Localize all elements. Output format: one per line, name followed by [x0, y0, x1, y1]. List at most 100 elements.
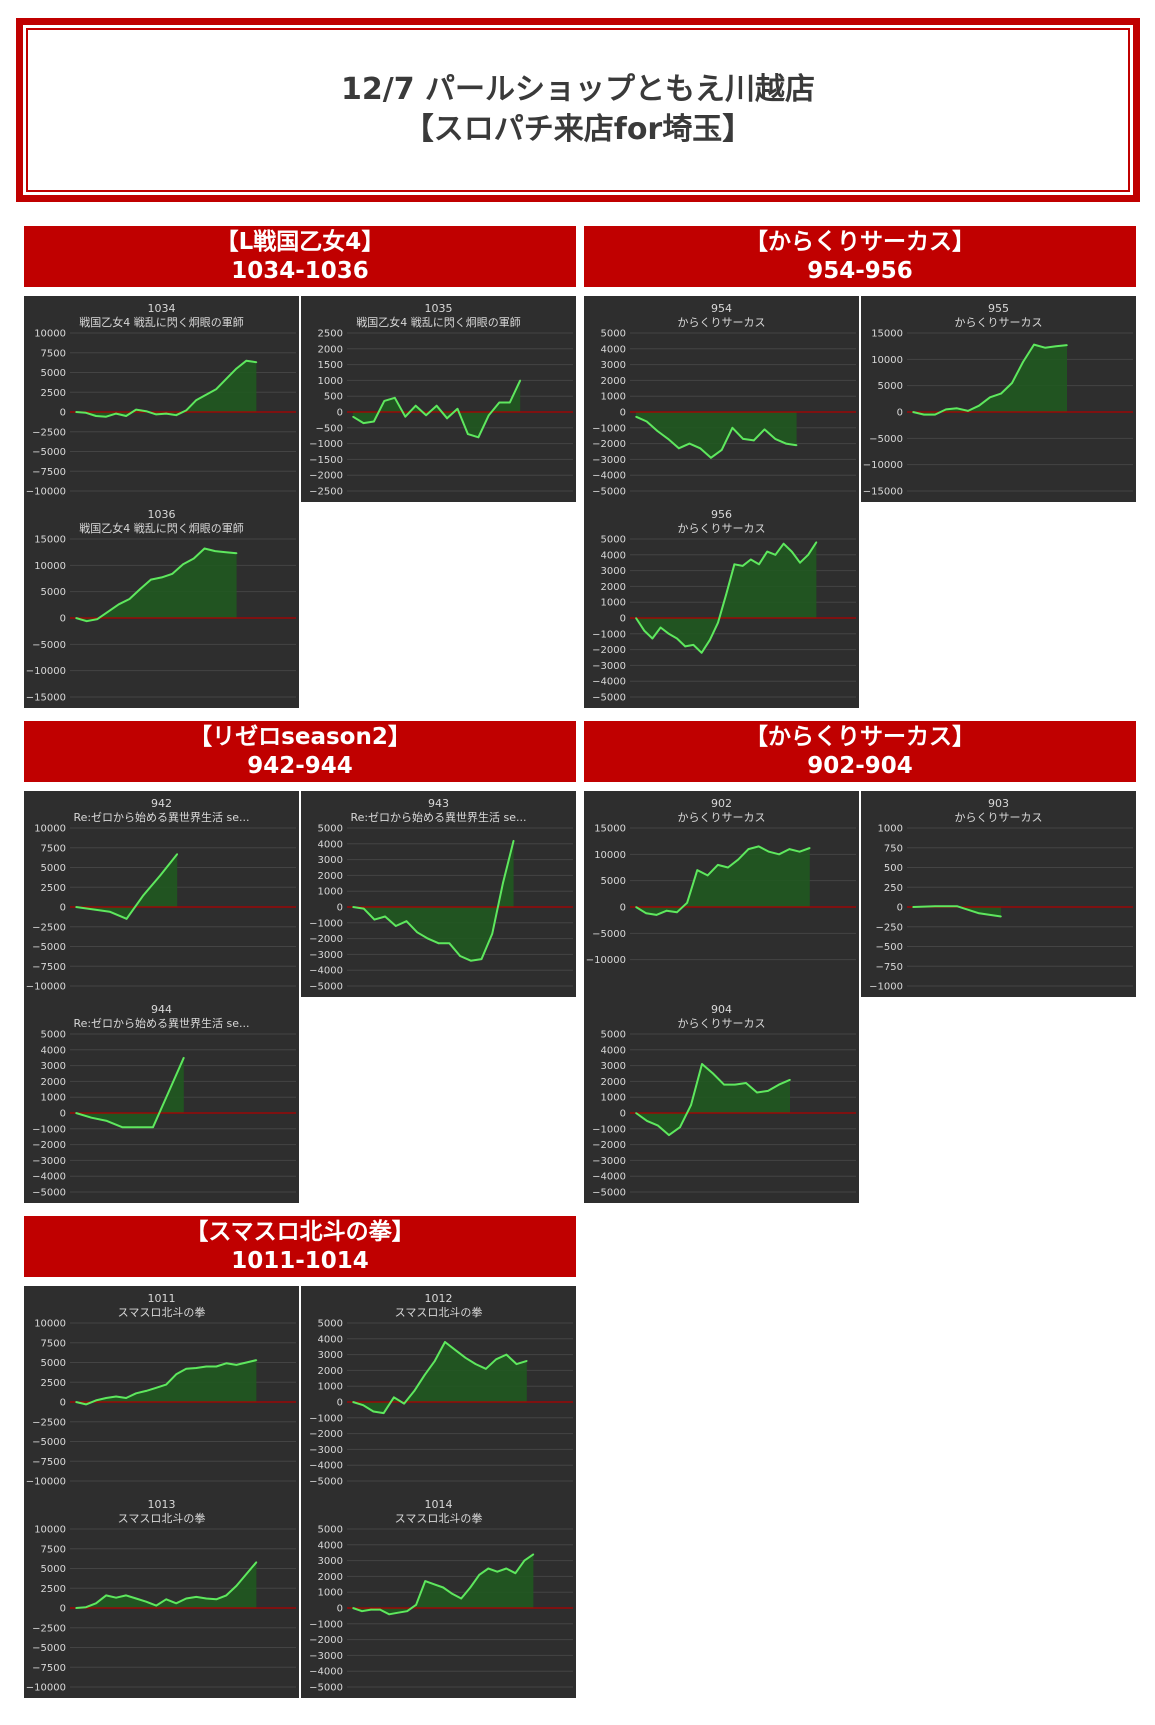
data-point: [795, 444, 798, 446]
data-point: [720, 449, 723, 451]
y-tick-label: 7500: [41, 843, 66, 854]
y-tick-label: 2000: [318, 1366, 343, 1377]
data-point: [165, 1598, 167, 1601]
slump-chart-1034: 10000 7500 5000 2500 0 −2500 −5000 −7500 −10000 1…: [24, 296, 299, 502]
data-point: [152, 1126, 154, 1129]
data-point: [155, 1604, 157, 1607]
data-point: [478, 1574, 481, 1576]
data-point: [643, 629, 645, 632]
chart-machine-number: 942: [151, 797, 172, 810]
chart-svg: 10000 7500 5000 2500 0 −2500 −5000 −7500 −10000: [26, 329, 296, 498]
chart-machine-number: 1013: [147, 1498, 176, 1511]
data-point: [809, 847, 811, 849]
data-point: [225, 378, 228, 380]
data-point: [135, 1392, 137, 1395]
data-point: [352, 1607, 354, 1609]
page-subtitle: 【スロパチ来店for埼玉】: [403, 112, 753, 147]
data-point: [75, 411, 77, 413]
data-point: [92, 908, 94, 911]
data-point: [362, 422, 365, 424]
data-point: [255, 1359, 258, 1361]
area-fill: [76, 1562, 257, 1608]
y-tick-label: 10000: [34, 1319, 66, 1330]
data-point: [532, 1553, 535, 1556]
data-point: [115, 412, 117, 415]
data-point: [785, 442, 787, 445]
data-point: [469, 959, 472, 962]
data-point: [464, 1356, 467, 1359]
data-point: [245, 1573, 248, 1575]
series-line: [635, 845, 811, 916]
y-tick-label: 3000: [601, 566, 626, 577]
data-point: [668, 633, 670, 635]
data-point: [362, 1404, 365, 1406]
data-point: [414, 404, 417, 407]
y-tick-label: 0: [897, 408, 903, 419]
data-point: [745, 1082, 747, 1084]
group-range: 1034-1036: [231, 257, 369, 284]
chart-machine-number: 1034: [147, 302, 176, 315]
y-tick-label: 10000: [871, 355, 903, 366]
y-tick-label: 2000: [318, 871, 343, 882]
data-point: [763, 428, 766, 431]
data-point: [668, 1134, 670, 1136]
data-point: [95, 415, 97, 417]
data-point: [145, 1600, 147, 1603]
y-tick-label: −2500: [32, 1417, 66, 1428]
data-point: [215, 1598, 218, 1601]
y-tick-label: −5000: [309, 1683, 343, 1694]
data-point: [774, 438, 776, 440]
chart-svg: 5000 4000 3000 2000 1000 0 −1000 −2000 −3000 −400…: [32, 1030, 296, 1199]
data-point: [514, 1572, 517, 1575]
data-point: [192, 557, 195, 560]
y-tick-label: −5000: [32, 640, 66, 651]
data-point: [125, 918, 128, 920]
series-line: [352, 840, 515, 962]
y-tick-label: 2500: [41, 1378, 66, 1389]
data-point: [215, 1365, 218, 1368]
data-point: [125, 415, 127, 417]
y-tick-label: 500: [324, 392, 343, 403]
data-point: [491, 933, 493, 935]
data-point: [195, 399, 198, 401]
data-point: [1000, 915, 1002, 918]
chart-machine-name: スマスロ北斗の拳: [394, 1306, 483, 1319]
y-tick-label: −4000: [309, 966, 343, 977]
data-point: [115, 1596, 117, 1599]
y-tick-label: 3000: [318, 1350, 343, 1361]
y-tick-label: −1000: [32, 1124, 66, 1135]
chart-machine-number: 955: [988, 302, 1009, 315]
y-tick-label: 1000: [41, 1093, 66, 1104]
data-point: [667, 438, 669, 440]
data-point: [235, 367, 238, 370]
chart-machine-number: 954: [711, 302, 732, 315]
y-tick-label: 1000: [318, 376, 343, 387]
y-tick-label: 0: [620, 1109, 626, 1120]
data-point: [727, 866, 729, 869]
chart-machine-number: 1035: [424, 302, 453, 315]
data-point: [437, 942, 440, 945]
data-point: [815, 541, 818, 543]
y-tick-label: 0: [337, 408, 343, 419]
data-point: [701, 1063, 703, 1065]
y-tick-label: −2000: [309, 1635, 343, 1646]
area-fill: [913, 906, 1001, 917]
data-point: [75, 617, 77, 619]
data-point: [155, 1386, 157, 1389]
data-point: [393, 1396, 395, 1399]
data-point: [659, 626, 662, 629]
data-point: [106, 1120, 108, 1122]
y-tick-label: 0: [60, 903, 66, 914]
chart-machine-name: からくりサーカス: [677, 1017, 766, 1030]
data-point: [85, 411, 87, 414]
data-point: [195, 1596, 198, 1598]
data-point: [469, 1586, 472, 1589]
data-point: [195, 1367, 198, 1369]
y-tick-label: −5000: [592, 929, 626, 940]
data-point: [757, 845, 760, 848]
data-point: [361, 1610, 363, 1612]
data-point: [433, 1583, 435, 1586]
y-tick-label: 3000: [601, 360, 626, 371]
data-point: [967, 410, 969, 412]
y-tick-label: −1000: [309, 1619, 343, 1630]
